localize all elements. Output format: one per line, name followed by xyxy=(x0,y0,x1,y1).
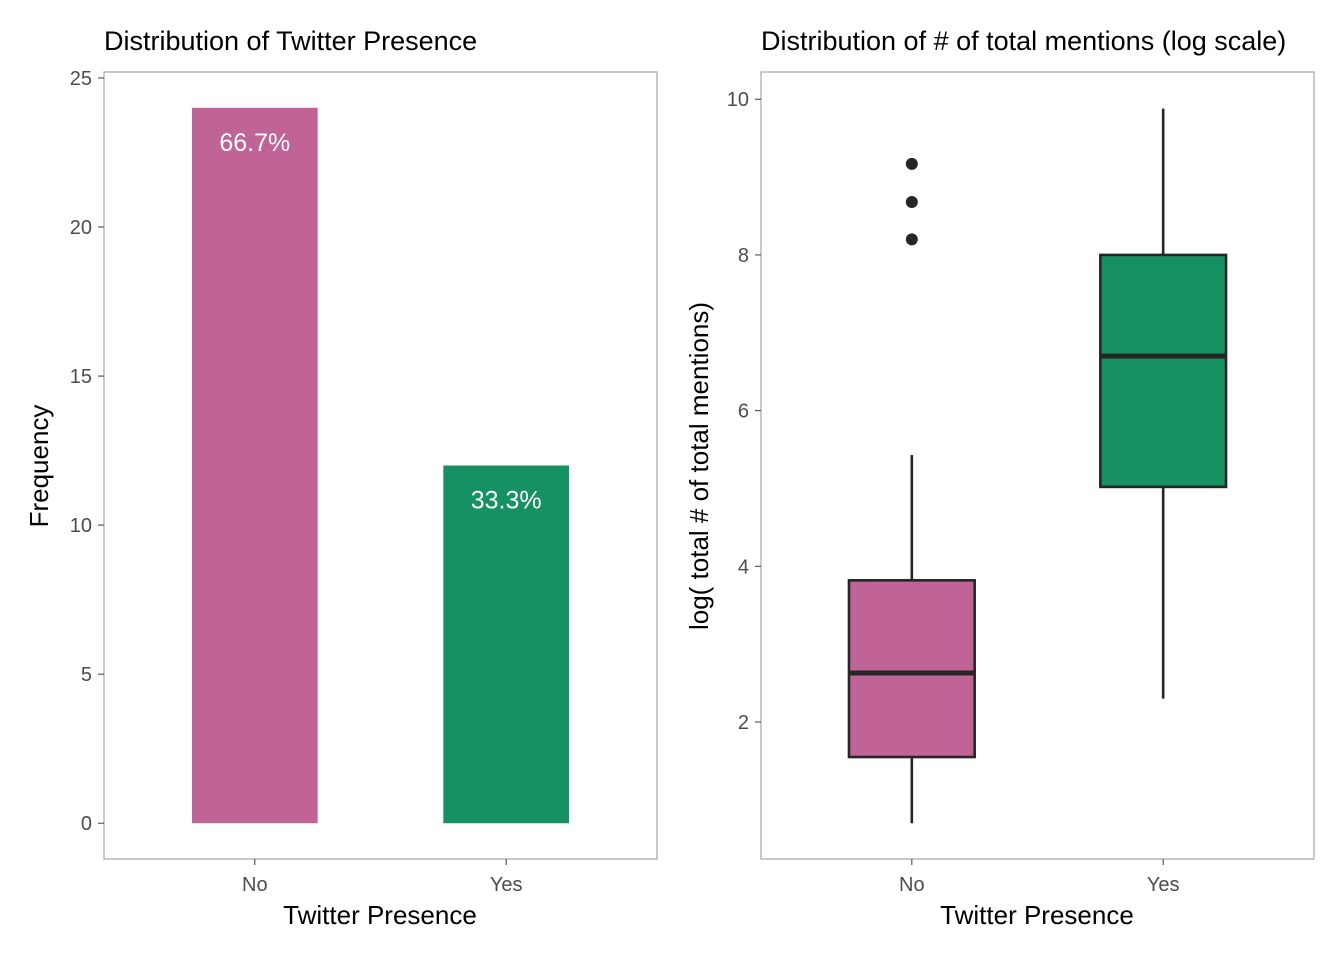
box-plot-y-label: log( total # of total mentions) xyxy=(684,302,714,630)
box-plot-boxes xyxy=(847,108,1228,824)
box-outlier-point xyxy=(905,195,918,208)
bar-y-tick-label: 20 xyxy=(70,217,92,239)
bar-chart-panel-border xyxy=(103,71,658,860)
bar-y-tick-label: 15 xyxy=(70,366,92,388)
bar-chart-x-axis: No Yes xyxy=(242,859,523,896)
box-plot-y-axis: 2 4 6 8 10 xyxy=(727,89,761,734)
box-plot-x-label: Twitter Presence xyxy=(940,900,1134,930)
box-iqr xyxy=(1099,253,1228,489)
bar-x-tick-label: Yes xyxy=(490,874,523,896)
bar-chart-x-label: Twitter Presence xyxy=(283,900,477,930)
box-iqr xyxy=(847,579,976,759)
box-y-tick-label: 2 xyxy=(738,712,749,734)
box-y-tick-label: 10 xyxy=(727,89,749,111)
box-plot-x-axis: No Yes xyxy=(899,859,1180,896)
box-no xyxy=(847,157,976,824)
box-plot-panel: Distribution of # of total mentions (log… xyxy=(684,26,1315,930)
box-x-tick-label: Yes xyxy=(1147,874,1180,896)
bar-y-tick-label: 10 xyxy=(70,515,92,537)
bar-chart-y-label: Frequency xyxy=(24,405,54,528)
bar-data-label: 33.3% xyxy=(471,487,542,515)
bar-chart-panel: Distribution of Twitter Presence 0 5 10 15 2… xyxy=(24,26,658,930)
bar-data-label: 66.7% xyxy=(219,129,290,157)
box-y-tick-label: 6 xyxy=(738,401,749,423)
bar-chart-title: Distribution of Twitter Presence xyxy=(104,26,477,56)
box-outlier-point xyxy=(905,233,918,246)
bar-chart-y-axis: 0 5 10 15 20 25 xyxy=(70,68,104,835)
box-x-tick-label: No xyxy=(899,874,925,896)
bar-x-tick-label: No xyxy=(242,874,268,896)
bar-y-tick-label: 5 xyxy=(81,664,92,686)
box-plot-title: Distribution of # of total mentions (log… xyxy=(761,26,1286,56)
box-outlier-point xyxy=(905,157,918,170)
box-y-tick-label: 8 xyxy=(738,245,749,267)
box-y-tick-label: 4 xyxy=(738,556,749,578)
box-yes xyxy=(1099,108,1228,699)
bar-no xyxy=(191,107,318,824)
bar-y-tick-label: 0 xyxy=(81,813,92,835)
bar-y-tick-label: 25 xyxy=(70,68,92,90)
bar-yes xyxy=(443,465,570,824)
bar-chart-bars: 66.7% 33.3% xyxy=(191,107,570,824)
box-plot-panel-border xyxy=(760,71,1315,860)
